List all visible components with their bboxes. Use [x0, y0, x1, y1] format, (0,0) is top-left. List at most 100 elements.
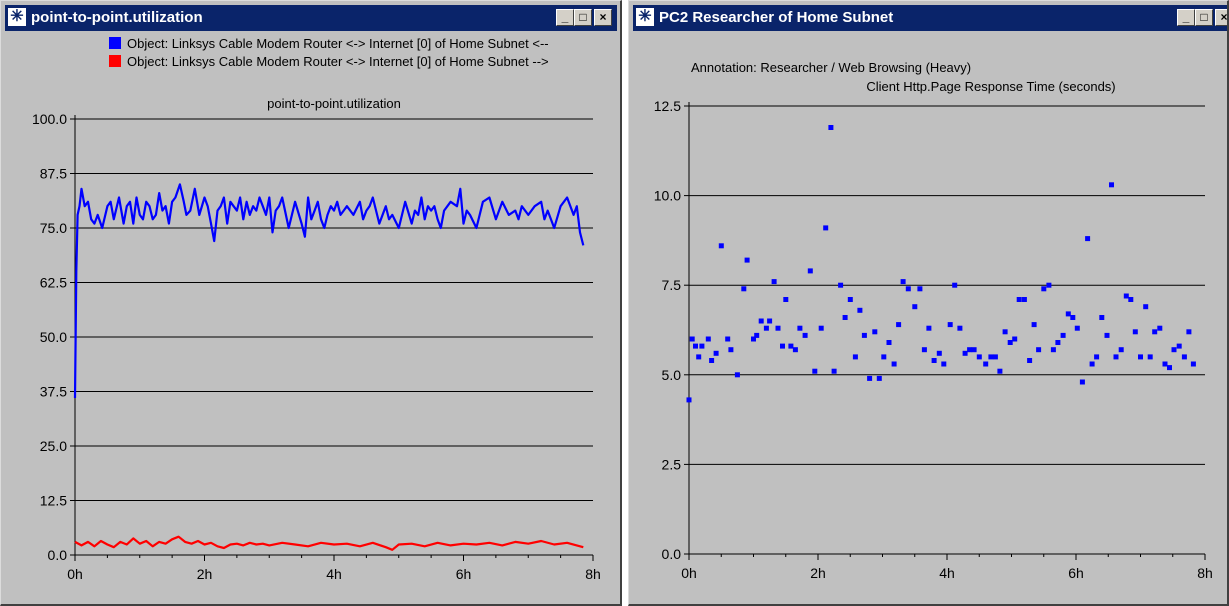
data-point: [763, 325, 769, 331]
response-time-window-titlebar[interactable]: ✳ PC2 Researcher of Home Subnet _ □ ×: [633, 5, 1227, 31]
data-point: [713, 350, 719, 356]
data-point: [847, 297, 853, 302]
data-point: [861, 332, 867, 338]
window-title: point-to-point.utilization: [31, 9, 203, 26]
y-tick-label: 50.0: [40, 329, 67, 345]
data-point: [857, 307, 863, 313]
data-point: [751, 336, 756, 342]
data-point: [1007, 340, 1013, 345]
data-point: [1181, 354, 1187, 360]
data-point: [941, 361, 947, 367]
data-point: [1162, 361, 1168, 367]
data-point: [718, 243, 724, 249]
data-point: [1118, 347, 1124, 353]
minimize-icon[interactable]: _: [556, 9, 574, 26]
maximize-icon[interactable]: □: [1195, 9, 1213, 26]
window-title: PC2 Researcher of Home Subnet: [659, 9, 894, 26]
utilization-window-titlebar[interactable]: ✳ point-to-point.utilization _ □ ×: [5, 5, 617, 31]
y-tick-label: 100.0: [32, 111, 67, 127]
y-tick-label: 10.0: [654, 188, 681, 204]
data-point: [838, 282, 844, 288]
data-point: [900, 279, 906, 285]
y-tick-label: 25.0: [40, 438, 67, 454]
data-point: [1109, 182, 1114, 188]
data-point: [1171, 347, 1177, 353]
data-point: [741, 286, 747, 292]
data-point: [971, 347, 977, 353]
data-point: [1089, 361, 1095, 367]
data-point: [1176, 343, 1182, 349]
y-tick-label: 37.5: [40, 384, 67, 400]
legend-label: Object: Linksys Cable Modem Router <-> I…: [127, 36, 549, 51]
data-point: [1085, 236, 1091, 242]
data-point: [921, 347, 927, 353]
data-point: [686, 397, 692, 403]
data-point: [997, 368, 1003, 374]
data-point: [754, 332, 760, 338]
data-point: [1036, 347, 1042, 353]
series-line-outbound: [74, 535, 584, 551]
data-point: [992, 354, 998, 360]
data-point: [1190, 361, 1196, 367]
data-point: [1060, 332, 1066, 338]
data-point: [1123, 293, 1129, 299]
data-point: [976, 354, 982, 360]
x-tick-label: 8h: [1197, 565, 1213, 581]
data-point: [1152, 329, 1158, 335]
x-tick-label: 8h: [585, 566, 601, 582]
data-point: [818, 325, 824, 331]
data-point: [725, 336, 731, 342]
x-tick-label: 0h: [681, 565, 697, 581]
data-point: [828, 125, 834, 130]
data-point: [792, 347, 798, 353]
data-point: [797, 325, 803, 331]
data-point: [728, 347, 734, 353]
data-point: [1046, 282, 1052, 288]
data-point: [705, 336, 711, 342]
data-point: [1147, 354, 1153, 360]
minimize-icon[interactable]: _: [1177, 9, 1195, 26]
y-tick-label: 0.0: [48, 547, 68, 563]
data-point: [905, 286, 911, 292]
data-point: [783, 297, 789, 302]
chart-title: point-to-point.utilization: [267, 96, 401, 111]
data-point: [881, 354, 887, 360]
data-point: [983, 361, 989, 367]
x-tick-label: 0h: [67, 566, 83, 582]
utilization-window: ✳ point-to-point.utilization _ □ × Objec…: [0, 0, 622, 606]
data-point: [1016, 297, 1022, 302]
data-point: [1027, 358, 1033, 363]
data-point: [1065, 311, 1071, 317]
close-icon[interactable]: ×: [594, 9, 612, 26]
data-point: [917, 286, 923, 292]
data-point: [1128, 297, 1134, 302]
plot-area: [689, 106, 1205, 554]
data-point: [734, 372, 740, 378]
data-point: [1012, 336, 1018, 342]
data-point: [831, 368, 837, 374]
y-tick-label: 7.5: [662, 277, 682, 293]
data-point: [872, 329, 878, 335]
data-point: [891, 361, 897, 367]
data-point: [1143, 304, 1149, 310]
data-point: [1055, 340, 1061, 345]
data-point: [957, 325, 963, 331]
data-point: [1070, 315, 1076, 320]
data-point: [926, 325, 932, 331]
app-star-icon: ✳: [636, 8, 654, 26]
close-icon[interactable]: ×: [1215, 9, 1227, 26]
data-point: [886, 340, 892, 345]
maximize-icon[interactable]: □: [574, 9, 592, 26]
x-tick-label: 6h: [1068, 565, 1084, 581]
y-tick-label: 0.0: [662, 546, 682, 562]
data-point: [952, 282, 958, 288]
app-star-icon: ✳: [8, 8, 26, 26]
utilization-chart: Object: Linksys Cable Modem Router <-> I…: [32, 36, 601, 582]
y-tick-label: 12.5: [40, 493, 67, 509]
data-point: [1138, 354, 1143, 360]
data-point: [802, 332, 808, 338]
data-point: [967, 347, 973, 353]
data-point: [780, 343, 785, 349]
x-tick-label: 4h: [939, 565, 955, 581]
x-tick-label: 6h: [456, 566, 472, 582]
